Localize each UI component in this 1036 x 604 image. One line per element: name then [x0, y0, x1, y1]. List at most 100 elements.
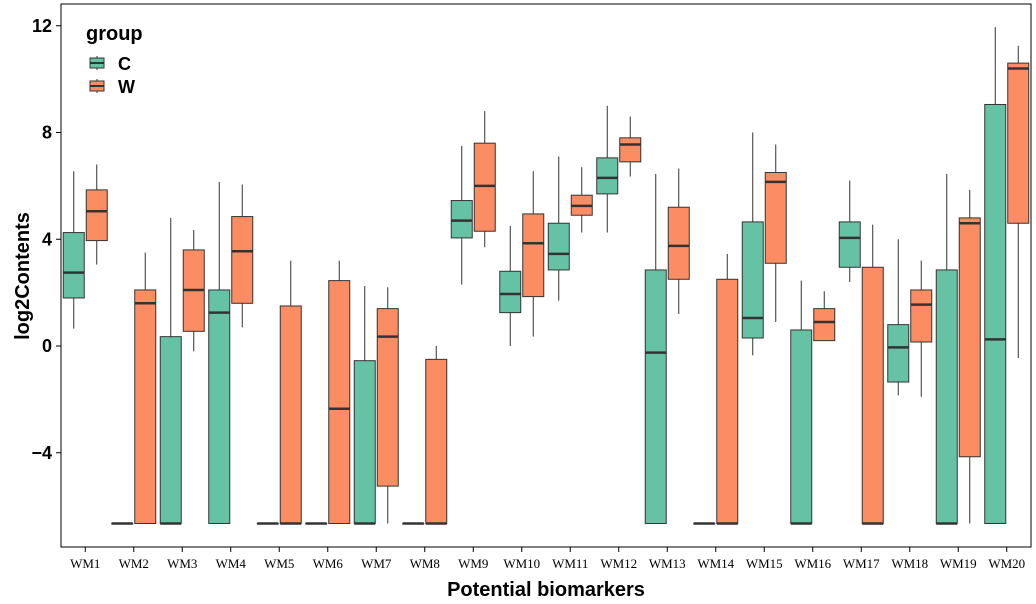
box-body — [984, 103, 1007, 524]
box-w-wm1 — [85, 164, 108, 265]
box-w-wm15 — [764, 144, 787, 322]
box-body — [813, 308, 836, 342]
box-w-wm4 — [231, 184, 254, 328]
box-c-wm4 — [208, 181, 231, 524]
box-w-wm20 — [1007, 45, 1030, 359]
box-body — [231, 216, 254, 304]
box-c-wm19 — [935, 173, 958, 525]
box-body — [328, 280, 351, 524]
box-w-wm16 — [813, 291, 836, 342]
y-tick-label: 0 — [42, 336, 52, 356]
box-c-wm20 — [984, 27, 1007, 524]
box-w-wm6 — [328, 260, 351, 524]
box-body — [764, 172, 787, 264]
box-body — [522, 213, 545, 298]
box-body — [935, 269, 958, 524]
box-c-wm8 — [402, 522, 425, 525]
box-body — [861, 266, 884, 524]
box-body — [376, 308, 399, 487]
box-body — [910, 289, 933, 343]
box-c-wm18 — [887, 239, 910, 396]
box-c-wm6 — [305, 522, 328, 525]
box-w-wm7 — [376, 287, 399, 524]
box-c-wm9 — [450, 145, 473, 285]
box-body — [425, 358, 448, 524]
box-w-wm17 — [861, 224, 884, 525]
box-body — [619, 137, 642, 163]
box-w-wm10 — [522, 171, 545, 337]
legend-entry-c: C — [89, 54, 131, 74]
box-w-wm11 — [570, 167, 593, 233]
box-body — [62, 232, 85, 299]
x-tick-label: WM14 — [697, 556, 734, 571]
x-tick-label: WM20 — [988, 556, 1025, 571]
box-w-wm14 — [716, 253, 739, 525]
y-tick-label: 12 — [32, 16, 52, 36]
box-body — [159, 336, 182, 524]
box-body — [1007, 62, 1030, 224]
y-tick-label: 4 — [42, 229, 52, 249]
x-tick-label: WM3 — [167, 556, 197, 571]
y-axis: −4 0 4 8 12 — [31, 16, 61, 463]
box-body — [741, 221, 764, 339]
x-tick-label: WM9 — [458, 556, 488, 571]
legend-title: group — [86, 23, 143, 45]
box-body — [450, 200, 473, 239]
box-c-wm14 — [693, 522, 716, 525]
box-body — [499, 270, 522, 314]
box-w-wm19 — [958, 189, 981, 524]
box-c-wm13 — [644, 173, 667, 524]
x-tick-label: WM5 — [264, 556, 294, 571]
box-w-wm3 — [182, 229, 205, 352]
box-c-wm11 — [547, 156, 570, 301]
box-c-wm1 — [62, 171, 85, 329]
box-w-wm13 — [667, 168, 690, 314]
box-c-wm15 — [741, 132, 764, 356]
x-tick-label: WM6 — [313, 556, 344, 571]
box-body — [887, 324, 910, 383]
box-body — [596, 157, 619, 195]
legend: group C W — [86, 23, 143, 97]
box-c-wm5 — [256, 522, 279, 525]
box-body — [790, 329, 813, 524]
x-tick-label: WM17 — [843, 556, 880, 571]
box-body — [353, 360, 376, 524]
box-w-wm8 — [425, 346, 448, 525]
legend-label-c: C — [118, 54, 131, 74]
x-tick-label: WM1 — [70, 556, 100, 571]
x-tick-label: WM11 — [552, 556, 588, 571]
box-c-wm12 — [596, 105, 619, 233]
x-axis: WM1 WM2 WM3 WM4 WM5 WM6 WM7 WM8 WM9 WM10 WM11 WM12 W… — [70, 547, 1025, 571]
box-c-wm2 — [111, 522, 134, 525]
box-w-wm12 — [619, 116, 642, 177]
x-tick-label: WM2 — [119, 556, 149, 571]
box-c-wm7 — [353, 285, 376, 525]
box-groups — [62, 27, 1030, 525]
box-c-wm16 — [790, 280, 813, 525]
x-tick-label: WM15 — [746, 556, 783, 571]
box-w-wm2 — [134, 252, 157, 524]
box-w-wm5 — [279, 260, 302, 525]
x-axis-title: Potential biomarkers — [447, 579, 645, 601]
legend-label-w: W — [118, 77, 135, 97]
box-body — [958, 217, 981, 458]
y-tick-label: 8 — [42, 123, 52, 143]
y-tick-label: −4 — [31, 443, 52, 463]
box-w-wm9 — [473, 111, 496, 248]
box-body — [134, 289, 157, 524]
box-body — [473, 142, 496, 232]
box-body — [644, 269, 667, 524]
box-c-wm3 — [159, 217, 182, 525]
x-tick-label: WM16 — [794, 556, 831, 571]
box-body — [716, 278, 739, 524]
box-c-wm10 — [499, 225, 522, 346]
box-c-wm17 — [838, 180, 861, 282]
box-body — [279, 305, 302, 524]
y-axis-title: log2Contents — [12, 212, 34, 340]
box-body — [85, 189, 108, 242]
box-body — [838, 221, 861, 268]
x-tick-label: WM19 — [940, 556, 977, 571]
box-body — [208, 289, 231, 524]
x-tick-label: WM12 — [600, 556, 637, 571]
x-tick-label: WM18 — [891, 556, 928, 571]
